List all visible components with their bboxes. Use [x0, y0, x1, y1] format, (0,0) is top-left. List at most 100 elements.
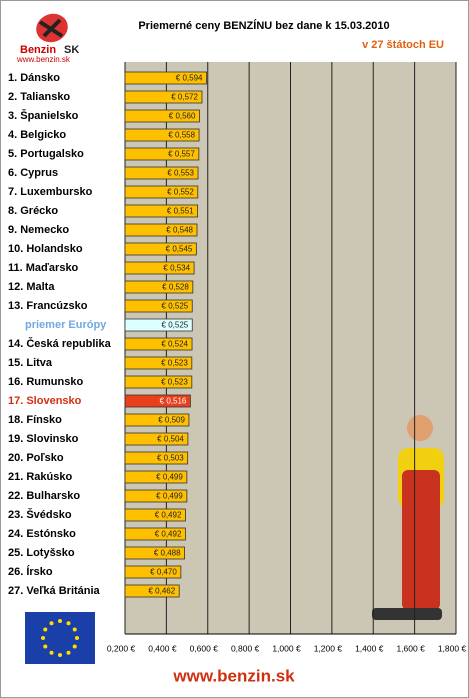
value-label: € 0,499 [156, 473, 183, 482]
value-label: € 0,545 [166, 245, 193, 254]
value-label: € 0,528 [162, 283, 189, 292]
flag-star [72, 627, 77, 632]
mascot-boots [372, 608, 442, 620]
category-label: 20. Poľsko [8, 452, 64, 464]
bar [124, 147, 200, 161]
category-label: 12. Malta [8, 281, 55, 293]
x-tick-label: 1,200 € [314, 643, 343, 653]
value-label: € 0,551 [167, 207, 194, 216]
bar [124, 71, 207, 85]
bar [124, 527, 186, 541]
category-label: 23. Švédsko [8, 508, 72, 521]
category-label: 21. Rakúsko [8, 471, 72, 483]
flag-star [66, 650, 71, 655]
x-tick-label: 1,800 € [438, 643, 467, 653]
category-label: 25. Lotyšsko [8, 547, 75, 559]
value-label: € 0,462 [148, 587, 175, 596]
x-tick-label: 0,400 € [148, 643, 177, 653]
bar [124, 242, 197, 256]
value-label: € 0,492 [155, 530, 182, 539]
category-label: 4. Belgicko [8, 129, 66, 141]
chart-title: Priemerné ceny BENZÍNU bez dane k 15.03.… [138, 19, 389, 32]
category-label: 1. Dánsko [8, 72, 60, 84]
value-label: € 0,524 [161, 340, 188, 349]
value-label: € 0,523 [161, 359, 188, 368]
bar [124, 375, 193, 389]
x-tick-label: 1,600 € [396, 643, 425, 653]
bar [124, 470, 188, 484]
bar [124, 128, 200, 142]
logo-name: Benzin [20, 44, 56, 56]
value-label: € 0,492 [155, 511, 182, 520]
category-label: 8. Grécko [8, 205, 58, 217]
value-label: € 0,499 [156, 492, 183, 501]
bar [124, 261, 195, 275]
eu-flag [25, 612, 95, 664]
category-label: 18. Fínsko [8, 414, 62, 426]
flag-star [49, 650, 54, 655]
value-label: € 0,557 [168, 150, 195, 159]
value-label: € 0,525 [162, 302, 189, 311]
bar [124, 90, 203, 104]
category-label: 3. Španielsko [8, 109, 79, 122]
value-label: € 0,516 [160, 397, 187, 406]
mascot-head [407, 415, 433, 441]
bar [124, 223, 198, 237]
category-label: 22. Bulharsko [8, 490, 80, 502]
flag-star [41, 636, 45, 640]
x-tick-label: 0,800 € [231, 643, 260, 653]
category-label: 13. Francúzsko [8, 300, 88, 312]
category-label: 27. Veľká Británia [8, 585, 101, 597]
category-label: 16. Rumunsko [8, 376, 83, 388]
chart-subtitle: v 27 štátoch EU [362, 39, 444, 51]
value-label: € 0,509 [158, 416, 185, 425]
value-label: € 0,488 [154, 549, 181, 558]
mascot-overall [402, 470, 440, 610]
logo-country: SK [64, 44, 79, 56]
category-label: 10. Holandsko [8, 243, 83, 255]
mascot [372, 415, 444, 620]
x-tick-label: 0,200 € [107, 643, 136, 653]
bar [124, 204, 199, 218]
value-label: € 0,548 [166, 226, 193, 235]
bar [124, 508, 186, 522]
value-label: € 0,572 [171, 93, 198, 102]
value-label: € 0,553 [167, 169, 194, 178]
bar [124, 337, 193, 351]
value-label: € 0,503 [157, 454, 184, 463]
category-label: 6. Cyprus [8, 167, 58, 179]
value-label: € 0,504 [157, 435, 184, 444]
bar [124, 413, 190, 427]
bar [124, 394, 191, 408]
x-tick-label: 0,600 € [190, 643, 219, 653]
value-label: € 0,534 [163, 264, 190, 273]
category-label: 14. Česká republika [8, 337, 112, 350]
value-label: € 0,560 [169, 112, 196, 121]
category-label: 26. Írsko [8, 565, 53, 578]
category-label: 17. Slovensko [8, 395, 82, 407]
category-label: 7. Luxembursko [8, 186, 93, 198]
x-tick-label: 1,400 € [355, 643, 384, 653]
bar [124, 565, 182, 579]
flag-star [49, 621, 54, 626]
flag-star [66, 621, 71, 626]
value-label: € 0,558 [168, 131, 195, 140]
bar [124, 318, 193, 332]
category-label: 15. Litva [8, 357, 53, 369]
logo-url: www.benzin.sk [16, 55, 71, 64]
logo-nozzle [38, 18, 64, 38]
value-label: € 0,594 [176, 74, 203, 83]
footer: www.benzin.sk [172, 666, 295, 685]
category-label: 19. Slovinsko [8, 433, 79, 445]
value-label: € 0,525 [162, 321, 189, 330]
bar [124, 451, 189, 465]
category-label: 24. Estónsko [8, 528, 76, 540]
bar [124, 546, 185, 560]
bar [124, 185, 199, 199]
value-label: € 0,523 [161, 378, 188, 387]
bar [124, 489, 188, 503]
bar [124, 280, 194, 294]
category-label: 11. Maďarsko [8, 262, 79, 274]
bar [124, 356, 193, 370]
